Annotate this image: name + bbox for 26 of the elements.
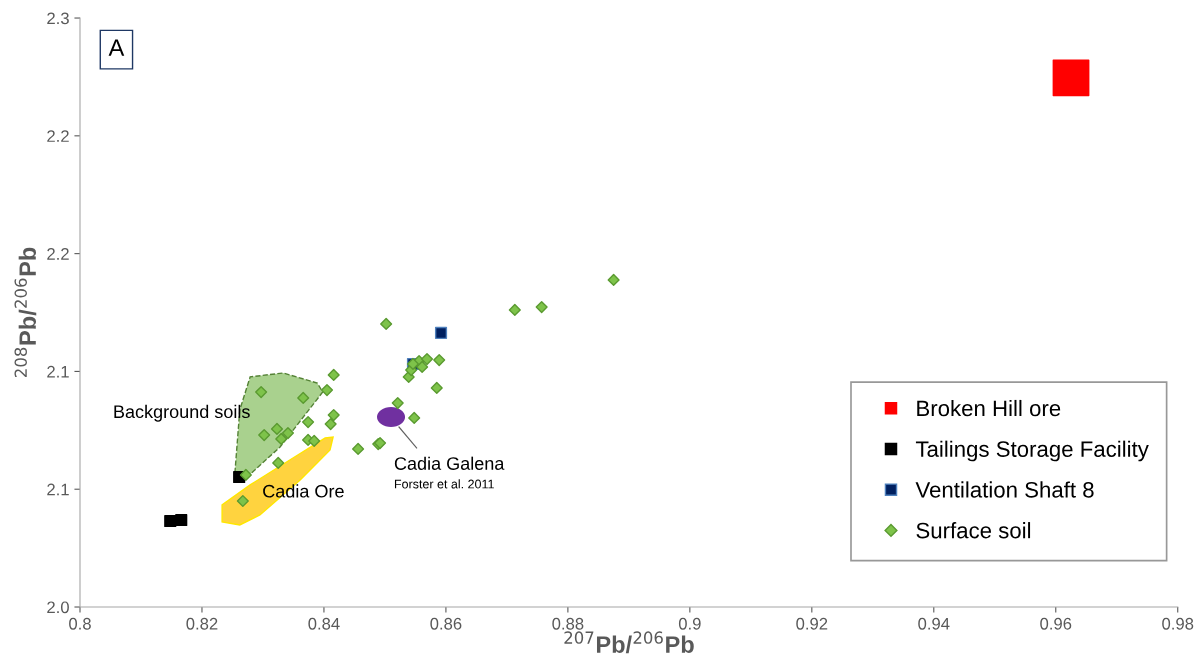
legend-label: Broken Hill ore (917, 399, 1061, 417)
x-tick-label: 0.82 (186, 617, 218, 630)
y-tick-label: 2.3 (47, 12, 69, 25)
legend-label: Ventilation Shaft 8 (915, 481, 1094, 498)
x-tick-label: 0.94 (918, 617, 950, 630)
y-tick-label: 2.0 (47, 601, 69, 614)
x-tick-label: 0.88 (552, 617, 584, 630)
x-tick-label: 0.98 (1162, 617, 1194, 630)
x-tick-label: 0.86 (430, 617, 462, 630)
legend-label: Surface soil (916, 522, 1031, 539)
x-tick-label: 0.96 (1040, 617, 1072, 630)
y-tick-label: 2.2 (47, 248, 69, 260)
annotation: Forster et al. 2011 (394, 479, 494, 489)
x-tick-label: 0.9 (678, 617, 701, 630)
y-tick-label: 2.2 (47, 130, 69, 142)
legend-label: Tailings Storage Facility (915, 440, 1149, 462)
x-tick-label: 0.8 (69, 617, 91, 630)
y-tick-label: 2.1 (47, 365, 69, 378)
y-tick-label: 2.1 (47, 483, 69, 496)
x-axis-title: $^{207}$Pb/$^{206}$Pb (564, 631, 694, 654)
x-tick-label: 0.92 (796, 617, 828, 630)
annotation: Cadia Galena (394, 456, 505, 470)
annotation: Background soils (114, 404, 250, 422)
x-tick-label: 0.84 (308, 617, 340, 630)
annotation: A (108, 39, 125, 56)
y-axis-title: $^{208}$Pb/$^{206}$Pb (14, 247, 37, 377)
